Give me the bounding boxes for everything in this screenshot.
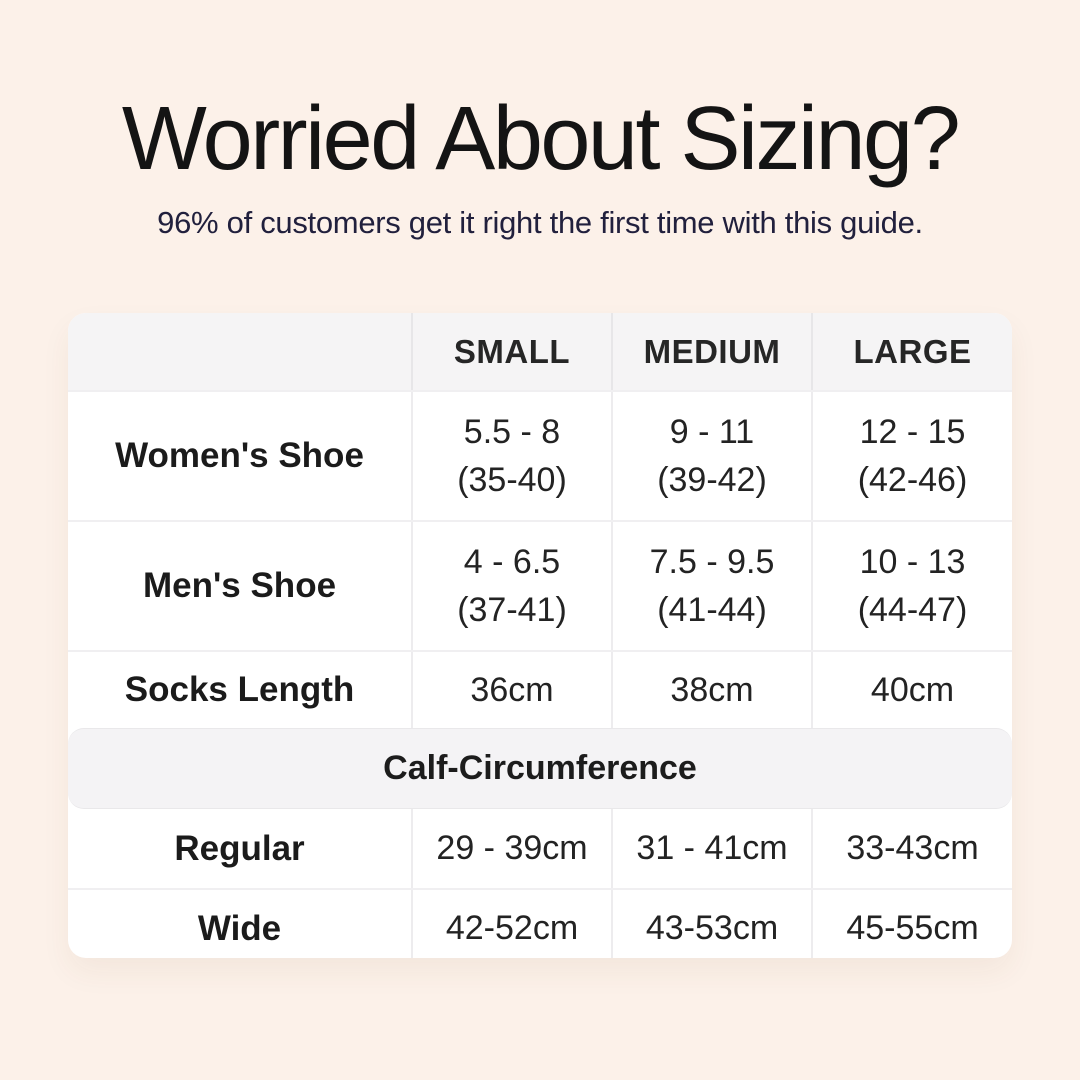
- column-header-medium: MEDIUM: [611, 313, 811, 390]
- value-line: 5.5 - 8: [463, 412, 561, 451]
- regular-medium-cell: 31 - 41cm: [611, 809, 811, 888]
- header-corner-cell: [68, 313, 411, 390]
- row-label-wide: Wide: [197, 908, 282, 948]
- value-line: 12 - 15: [859, 412, 966, 451]
- calf-circumference-section-header: Calf-Circumference: [68, 728, 1012, 809]
- value-line: 33-43cm: [846, 829, 979, 868]
- mens-shoe-small-cell: 4 - 6.5 (37-41): [411, 522, 611, 650]
- row-label-mens-shoe: Men's Shoe: [142, 566, 337, 605]
- value-line: 10 - 13: [859, 542, 966, 581]
- page-subtitle: 96% of customers get it right the first …: [157, 204, 923, 240]
- column-header-small: SMALL: [411, 313, 611, 390]
- womens-shoe-small-cell: 5.5 - 8 (35-40): [411, 392, 611, 520]
- socks-length-small-cell: 36cm: [411, 652, 611, 728]
- regular-large-cell: 33-43cm: [811, 809, 1012, 888]
- value-line: (35-40): [457, 461, 567, 499]
- value-line: 7.5 - 9.5: [649, 542, 775, 581]
- socks-length-medium-cell: 38cm: [611, 652, 811, 728]
- value-line: 38cm: [670, 670, 754, 709]
- row-socks-length: Socks Length 36cm 38cm 40cm: [68, 650, 1012, 728]
- value-line: 36cm: [470, 670, 554, 709]
- value-line: 9 - 11: [669, 412, 755, 451]
- section-header-label: Calf-Circumference: [383, 749, 697, 787]
- size-chart-card: SMALL MEDIUM LARGE Women's Shoe 5.5 - 8 …: [68, 313, 1012, 958]
- wide-large-cell: 45-55cm: [811, 890, 1012, 958]
- row-mens-shoe: Men's Shoe 4 - 6.5 (37-41) 7.5 - 9.5 (41…: [68, 520, 1012, 650]
- value-line: 40cm: [870, 670, 955, 709]
- regular-small-cell: 29 - 39cm: [411, 809, 611, 888]
- row-calf-wide: Wide 42-52cm 43-53cm 45-55cm: [68, 888, 1012, 958]
- value-line: (41-44): [657, 591, 767, 629]
- row-womens-shoe: Women's Shoe 5.5 - 8 (35-40) 9 - 11 (39-…: [68, 390, 1012, 520]
- value-line: (44-47): [857, 591, 968, 629]
- socks-length-large-cell: 40cm: [811, 652, 1012, 728]
- row-calf-regular: Regular 29 - 39cm 31 - 41cm 33-43cm: [68, 809, 1012, 888]
- mens-shoe-large-cell: 10 - 13 (44-47): [811, 522, 1012, 650]
- row-label-womens-shoe: Women's Shoe: [115, 436, 364, 475]
- value-line: (37-41): [457, 591, 567, 629]
- womens-shoe-large-cell: 12 - 15 (42-46): [811, 392, 1012, 520]
- value-line: 4 - 6.5: [463, 542, 561, 581]
- value-line: 42-52cm: [445, 909, 579, 948]
- row-label-regular: Regular: [174, 828, 305, 868]
- value-line: 43-53cm: [645, 909, 779, 948]
- value-line: (39-42): [657, 461, 767, 499]
- hero-section: Worried About Sizing? 96% of customers g…: [0, 92, 1080, 241]
- wide-small-cell: 42-52cm: [411, 890, 611, 958]
- mens-shoe-medium-cell: 7.5 - 9.5 (41-44): [611, 522, 811, 650]
- womens-shoe-medium-cell: 9 - 11 (39-42): [611, 392, 811, 520]
- wide-medium-cell: 43-53cm: [611, 890, 811, 958]
- value-line: 29 - 39cm: [436, 829, 588, 868]
- column-header-large: LARGE: [811, 313, 1012, 390]
- value-line: 45-55cm: [846, 909, 979, 948]
- size-chart-header-row: SMALL MEDIUM LARGE: [68, 313, 1012, 390]
- page-title: Worried About Sizing?: [121, 89, 961, 189]
- value-line: 31 - 41cm: [636, 829, 788, 868]
- value-line: (42-46): [857, 461, 968, 499]
- row-label-socks-length: Socks Length: [124, 670, 355, 709]
